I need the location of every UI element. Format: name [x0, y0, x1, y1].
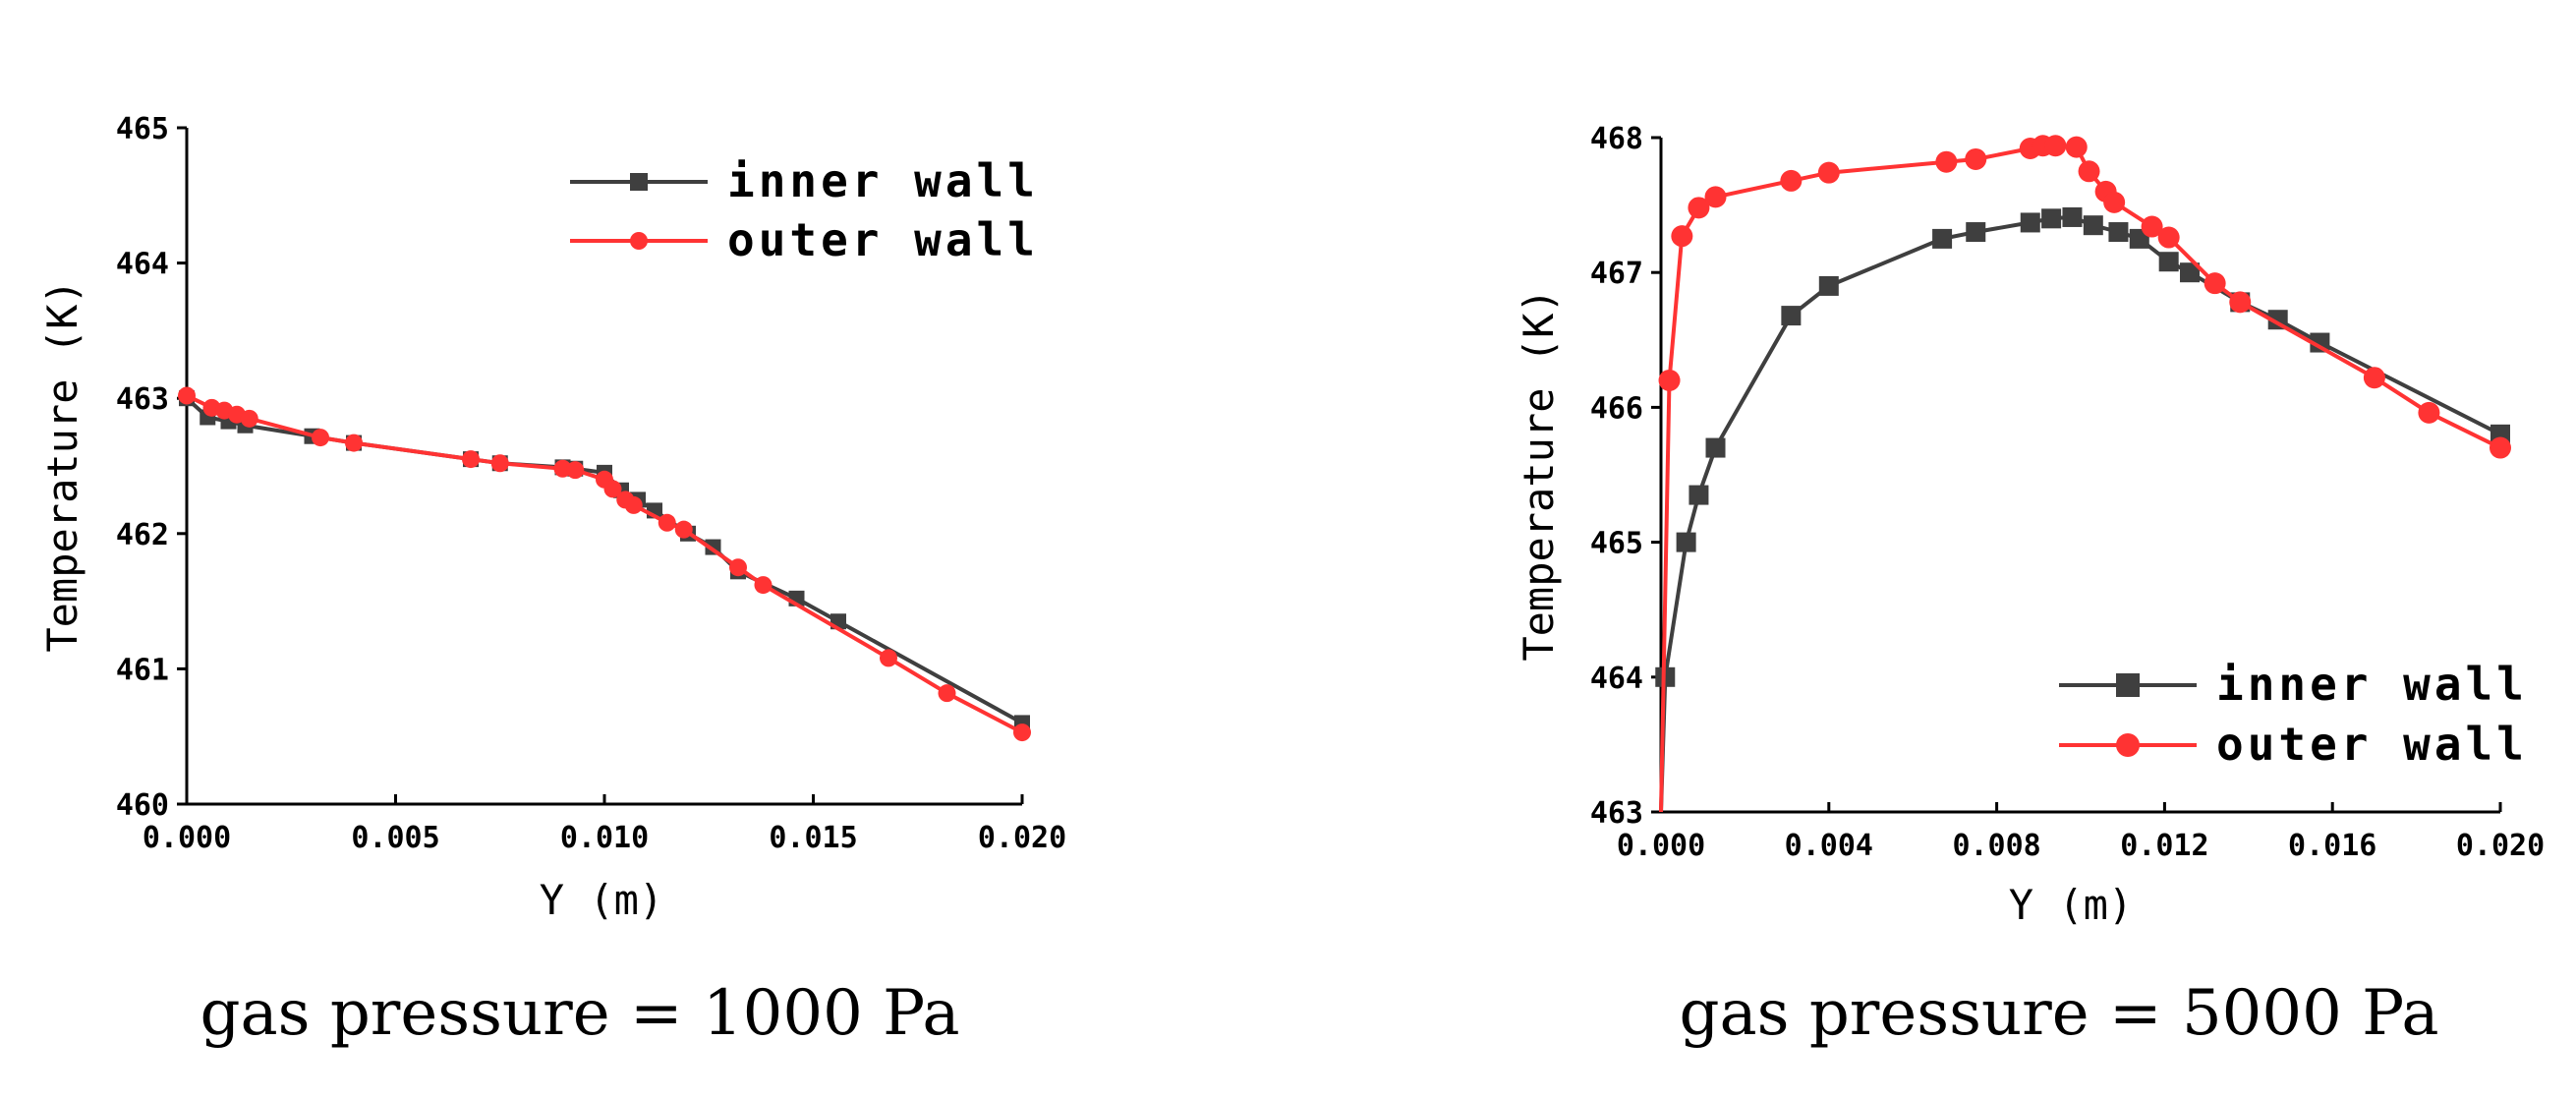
- x-tick-label: 0.020: [978, 821, 1066, 855]
- series-line: [185, 396, 1023, 725]
- data-point: [2180, 262, 2201, 283]
- data-point: [729, 558, 747, 577]
- series-line: [1659, 144, 2501, 813]
- data-point: [938, 684, 956, 703]
- data-point: [1676, 532, 1696, 552]
- data-point: [1671, 225, 1693, 248]
- data-point: [603, 480, 622, 498]
- data-point: [240, 409, 258, 428]
- y-tick-label: 467: [1590, 257, 1643, 291]
- data-point: [2062, 206, 2083, 227]
- y-axis-label: Temperature (K): [1515, 288, 1563, 661]
- series-outer-wall: [1658, 135, 2511, 813]
- y-tick-label: 464: [116, 248, 169, 282]
- data-point: [2078, 160, 2100, 183]
- data-point: [624, 495, 643, 514]
- x-tick-label: 0.010: [560, 821, 649, 855]
- legend-marker: [630, 173, 648, 191]
- y-tick-label: 468: [1590, 122, 1643, 156]
- x-tick-label: 0.000: [1617, 829, 1705, 863]
- x-tick-label: 0.005: [351, 821, 439, 855]
- data-point: [1817, 161, 1840, 184]
- data-point: [2204, 272, 2226, 295]
- x-tick-label: 0.008: [1952, 829, 2040, 863]
- data-point: [1935, 150, 1958, 173]
- data-point: [2065, 136, 2088, 158]
- data-point: [1966, 222, 1986, 243]
- chart-caption: gas pressure = 1000 Pa: [200, 977, 960, 1050]
- data-point: [1688, 197, 1710, 219]
- data-point: [2157, 226, 2180, 249]
- y-axis-label: Temperature (K): [38, 279, 86, 652]
- data-point: [1689, 485, 1709, 505]
- chart-1: 0.000 0.005 0.010 0.015 0.020 460 461 462 463 464…: [38, 112, 1066, 1050]
- data-point: [2020, 212, 2040, 233]
- data-point: [2158, 252, 2179, 272]
- x-tick-label: 0.004: [1785, 829, 1873, 863]
- data-point: [2229, 291, 2252, 314]
- data-point: [462, 450, 480, 469]
- data-point: [178, 386, 196, 405]
- series-inner-wall: [179, 390, 1030, 731]
- data-point: [312, 429, 329, 447]
- data-point: [490, 454, 509, 473]
- legend-marker: [630, 232, 648, 250]
- x-tick-label: 0.016: [2288, 829, 2376, 863]
- data-point: [2103, 191, 2126, 213]
- data-point: [2108, 222, 2129, 243]
- chart-caption: gas pressure = 5000 Pa: [1680, 977, 2439, 1050]
- y-tick-label: 460: [116, 788, 169, 823]
- data-point: [1818, 275, 1839, 296]
- data-point: [1705, 437, 1726, 458]
- data-point: [345, 434, 363, 452]
- legend-label: inner wall: [2216, 658, 2528, 711]
- data-point: [1704, 186, 1727, 208]
- series-line: [186, 393, 1023, 734]
- data-point: [1658, 369, 1681, 391]
- y-tick-label: 463: [116, 382, 169, 417]
- data-point: [2418, 401, 2440, 424]
- legend-label: outer wall: [727, 213, 1039, 266]
- legend-marker: [2116, 733, 2140, 757]
- x-tick-label: 0.015: [769, 821, 857, 855]
- data-point: [2141, 215, 2163, 238]
- y-tick-label: 461: [116, 653, 169, 687]
- data-point: [1781, 306, 1802, 326]
- data-point: [674, 520, 693, 539]
- y-tick-label: 465: [116, 112, 169, 146]
- data-point: [2044, 135, 2067, 157]
- x-axis-label: Y (m): [2009, 881, 2133, 929]
- data-point: [2490, 436, 2511, 459]
- data-point: [1932, 228, 1953, 249]
- data-point: [2363, 367, 2385, 389]
- y-tick-label: 466: [1590, 391, 1643, 426]
- legend-label: inner wall: [727, 154, 1039, 207]
- y-tick-label: 463: [1590, 796, 1643, 831]
- x-axis-label: Y (m): [540, 876, 663, 924]
- series-outer-wall: [178, 386, 1031, 742]
- data-point: [658, 513, 676, 532]
- data-point: [754, 576, 773, 595]
- y-tick-label: 465: [1590, 527, 1643, 561]
- data-point: [2083, 215, 2103, 236]
- data-point: [880, 649, 897, 667]
- data-point: [1780, 169, 1803, 192]
- legend-marker: [2116, 673, 2140, 697]
- y-tick-label: 464: [1590, 662, 1643, 696]
- y-tick-label: 462: [116, 518, 169, 552]
- data-point: [1013, 723, 1031, 742]
- data-point: [566, 461, 585, 480]
- data-point: [1965, 147, 1987, 170]
- x-tick-label: 0.020: [2456, 829, 2545, 863]
- data-point: [2041, 208, 2062, 229]
- chart-2: 0.000 0.004 0.008 0.012 0.016 0.020 463 464 465 4…: [1515, 122, 2545, 1050]
- legend-label: outer wall: [2216, 718, 2528, 771]
- x-tick-label: 0.000: [143, 821, 231, 855]
- x-tick-label: 0.012: [2120, 829, 2208, 863]
